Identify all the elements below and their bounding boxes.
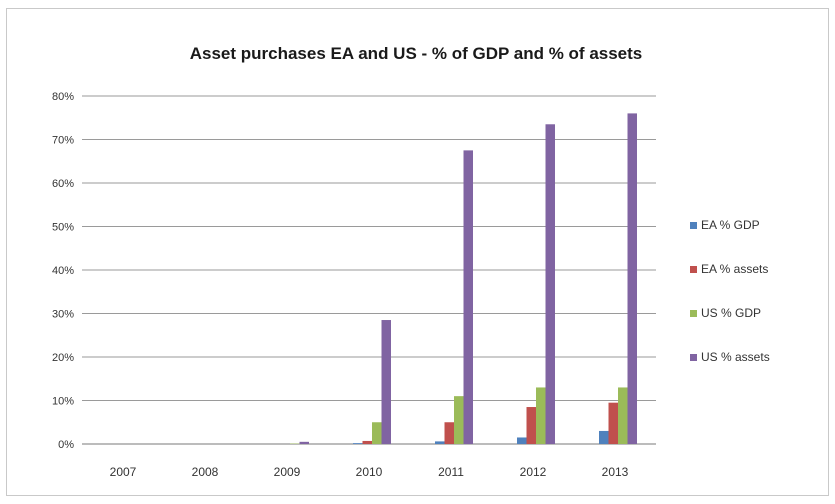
x-category-label: 2007	[110, 465, 137, 479]
bar-us-assets-2013	[627, 113, 637, 445]
bars	[290, 113, 637, 445]
bar-ea-gdp-2013	[599, 430, 609, 444]
bar-us-assets-2012	[545, 124, 555, 445]
gridlines	[82, 95, 656, 445]
legend-swatch	[690, 266, 697, 273]
legend-swatch	[690, 222, 697, 229]
x-category-label: 2012	[520, 465, 547, 479]
legend-swatch	[690, 354, 697, 361]
legend-swatch	[690, 310, 697, 317]
y-tick-label: 70%	[52, 135, 74, 147]
chart-title: Asset purchases EA and US - % of GDP and…	[190, 44, 643, 63]
bar-us-assets-2010	[381, 320, 391, 444]
bar-us-gdp-2012	[536, 387, 546, 444]
legend-label: EA % assets	[701, 262, 768, 276]
legend: EA % GDP EA % assets US % GDP US % assets	[690, 218, 770, 364]
bar-us-gdp-2010	[372, 422, 382, 444]
bar-us-gdp-2013	[618, 387, 628, 444]
chart-frame	[6, 8, 829, 496]
bar-us-assets-2011	[463, 150, 473, 444]
y-axis-tick-labels: 0% 10% 20% 30% 40% 50% 60% 70% 80%	[52, 91, 74, 451]
y-tick-label: 10%	[52, 396, 74, 408]
legend-label: US % GDP	[701, 306, 761, 320]
y-tick-label: 40%	[52, 265, 74, 277]
x-category-label: 2008	[192, 465, 219, 479]
bar-ea-assets-2010	[362, 440, 372, 444]
legend-label: EA % GDP	[701, 218, 760, 232]
x-category-label: 2009	[274, 465, 301, 479]
y-tick-label: 0%	[58, 439, 74, 451]
x-category-label: 2013	[602, 465, 629, 479]
bar-us-assets-2009	[299, 441, 309, 444]
bar-ea-gdp-2011	[435, 441, 445, 444]
x-axis-category-labels: 2007 2008 2009 2010 2011 2012 2013	[110, 465, 629, 479]
y-tick-label: 20%	[52, 352, 74, 364]
y-tick-label: 60%	[52, 178, 74, 190]
x-category-label: 2011	[438, 465, 464, 479]
y-tick-label: 80%	[52, 91, 74, 103]
bar-ea-gdp-2012	[517, 437, 527, 444]
y-tick-label: 30%	[52, 309, 74, 321]
bar-ea-assets-2013	[608, 402, 618, 444]
y-tick-label: 50%	[52, 222, 74, 234]
bar-ea-gdp-2010	[353, 443, 363, 444]
bar-ea-assets-2011	[444, 422, 454, 444]
x-category-label: 2010	[356, 465, 383, 479]
legend-label: US % assets	[701, 350, 770, 364]
bar-ea-assets-2012	[526, 407, 536, 444]
bar-us-gdp-2011	[454, 396, 464, 444]
